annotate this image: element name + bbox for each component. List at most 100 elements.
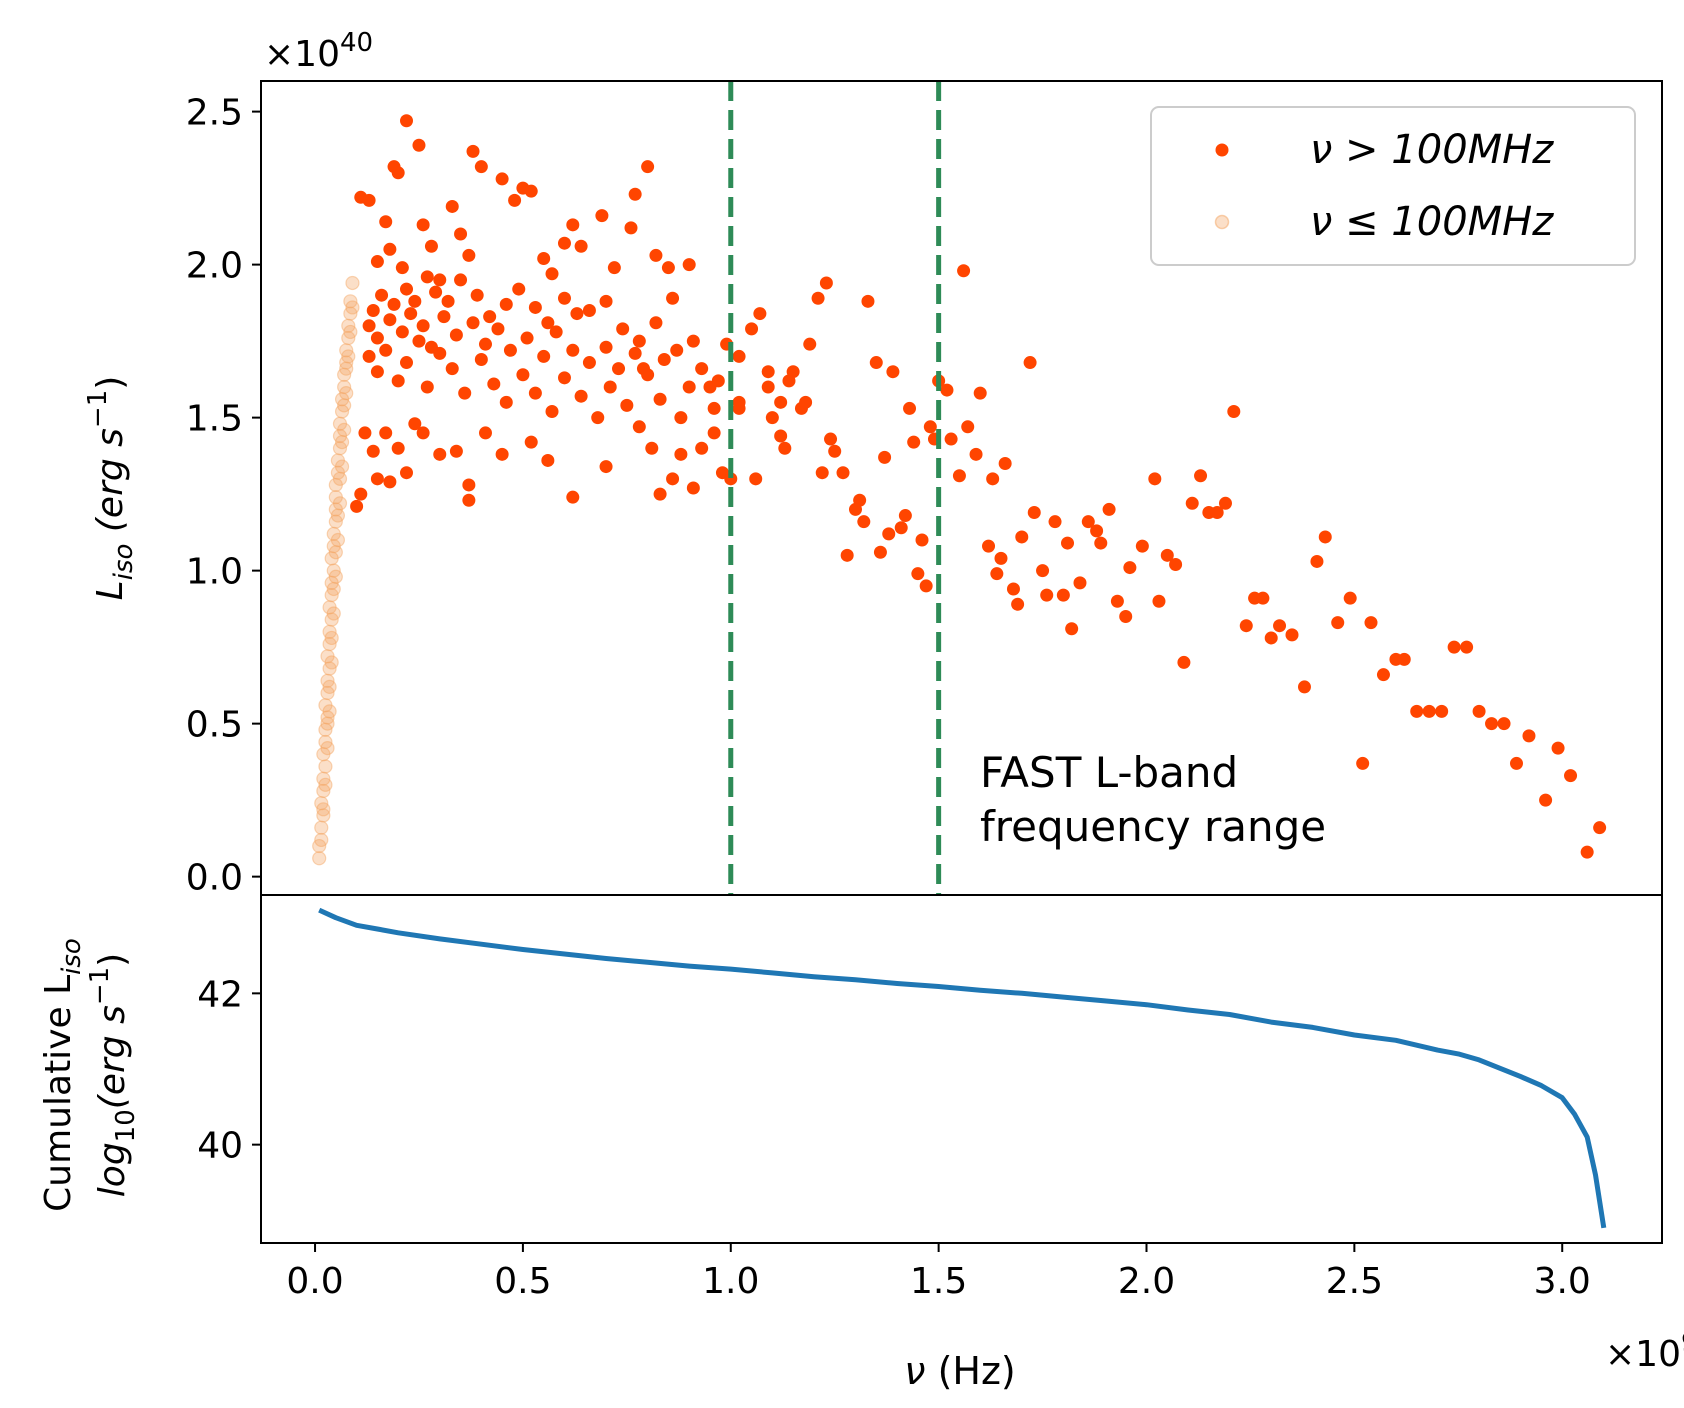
point-high-67: [907, 435, 921, 449]
point-high-74: [952, 469, 966, 483]
point-high-47: [778, 441, 792, 455]
point-high-162: [495, 447, 509, 461]
point-low-24: [345, 275, 360, 291]
point-low-41: [330, 453, 346, 468]
point-high-213: [362, 349, 376, 363]
point-high-32: [649, 248, 663, 262]
top-y-ticks: 0.0 0.5 1.0 1.5 2.0 2.5: [186, 93, 261, 899]
point-low-35: [322, 600, 337, 615]
point-high-191: [454, 273, 468, 287]
point-low-28: [316, 771, 331, 786]
point-low-71: [339, 361, 354, 376]
point-low-31: [318, 698, 333, 713]
point-low-53: [326, 606, 341, 621]
point-high-258: [641, 368, 655, 382]
point-high-119: [1273, 619, 1287, 633]
point-low-57: [334, 459, 350, 474]
point-high-181: [911, 567, 925, 581]
svg-text:Cumulative Liso: Cumulative Liso: [38, 938, 87, 1212]
point-high-65: [898, 509, 912, 523]
point-high-6: [400, 114, 414, 128]
point-high-58: [857, 515, 871, 529]
point-high-196: [528, 300, 542, 314]
point-high-78: [973, 386, 987, 400]
point-low-6: [320, 710, 335, 725]
point-high-224: [487, 377, 501, 391]
point-low-46: [341, 330, 356, 346]
point-high-104: [1148, 472, 1162, 486]
point-high-245: [449, 328, 463, 342]
point-low-7: [320, 685, 335, 701]
point-low-69: [334, 434, 350, 450]
point-low-10: [324, 612, 339, 627]
annotation-line-1: FAST L-band: [980, 748, 1238, 797]
point-high-69: [923, 420, 937, 434]
point-high-146: [350, 499, 364, 513]
point-high-170: [666, 472, 680, 486]
point-low-60: [341, 349, 356, 364]
point-high-84: [1006, 582, 1020, 596]
point-high-149: [366, 444, 380, 458]
point-high-235: [653, 392, 667, 406]
point-low-23: [343, 294, 358, 309]
point-high-46: [774, 395, 788, 409]
point-low-68: [332, 471, 348, 486]
point-high-252: [549, 325, 563, 339]
point-high-198: [557, 291, 571, 305]
point-low-51: [322, 704, 337, 719]
point-low-56: [332, 496, 348, 511]
point-high-36: [686, 334, 700, 348]
point-high-110: [1194, 469, 1208, 483]
point-low-0: [312, 851, 327, 866]
point-low-3: [316, 783, 331, 799]
bottom-xtick-label-3: 1.5: [910, 1261, 967, 1302]
bottom-ytick-label-1: 42: [197, 974, 243, 1015]
point-high-24: [557, 236, 571, 250]
point-high-87: [1023, 356, 1037, 370]
point-high-158: [449, 444, 463, 458]
point-high-177: [774, 429, 788, 443]
point-high-2: [370, 255, 384, 269]
top-ytick-label-1: 0.5: [186, 705, 243, 746]
point-high-205: [670, 343, 684, 357]
svg-text:Liso (erg s−1): Liso (erg s−1): [83, 376, 139, 601]
point-high-225: [499, 395, 513, 409]
point-high-101: [1119, 610, 1133, 624]
point-high-251: [537, 349, 551, 363]
point-high-233: [620, 398, 634, 412]
point-high-99: [1102, 502, 1116, 516]
point-high-242: [416, 319, 430, 333]
point-high-76: [961, 420, 975, 434]
point-high-175: [732, 401, 746, 415]
point-high-89: [1036, 564, 1050, 578]
point-high-178: [815, 466, 829, 480]
point-high-33: [661, 261, 675, 275]
point-high-192: [470, 288, 484, 302]
point-low-4: [318, 759, 333, 774]
point-low-1: [314, 832, 329, 848]
point-high-137: [1485, 717, 1499, 731]
point-high-227: [528, 386, 542, 400]
bottom-y-axis-label-2: log10(erg s−1): [85, 953, 141, 1197]
point-high-131: [1410, 704, 1424, 718]
point-high-130: [1397, 652, 1411, 666]
point-high-174: [707, 426, 721, 440]
point-high-15: [462, 248, 476, 262]
point-low-55: [330, 532, 346, 548]
point-high-61: [873, 545, 887, 559]
point-high-1: [362, 193, 376, 207]
point-high-140: [1522, 729, 1536, 743]
point-high-45: [765, 411, 779, 425]
point-high-193: [483, 310, 497, 324]
point-high-214: [370, 365, 384, 379]
bottom-xtick-label-4: 2.0: [1118, 1261, 1175, 1302]
point-high-168: [645, 441, 659, 455]
point-high-80: [986, 472, 1000, 486]
point-high-237: [362, 319, 376, 333]
point-low-30: [318, 722, 333, 737]
point-high-188: [420, 270, 434, 284]
point-high-167: [632, 420, 646, 434]
legend-label-high: ν > 100MHz: [1310, 127, 1554, 173]
point-high-228: [545, 404, 559, 418]
point-high-164: [541, 453, 555, 467]
